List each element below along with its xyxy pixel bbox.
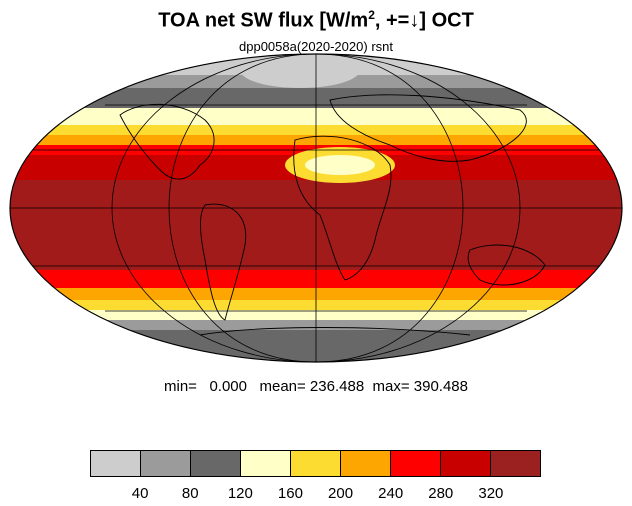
chart-title: TOA net SW flux [W/m2, +=↓] OCT [158, 8, 474, 32]
coastlines [119, 94, 546, 336]
chart-subtitle: dpp0058a(2020-2020) rsnt [239, 39, 393, 54]
colorbar-swatch [340, 450, 391, 477]
colorbar-tick-label: 200 [328, 485, 354, 502]
colorbar-swatch [90, 450, 141, 477]
colorbar-tick-label: 80 [181, 485, 199, 502]
colorbar-tick-label: 160 [277, 485, 303, 502]
colorbar [90, 450, 541, 477]
colorbar-swatch [190, 450, 241, 477]
colorbar-labels: 40 80 120 160 200 240 280 320 [0, 485, 632, 505]
colorbar-tick-label: 280 [428, 485, 454, 502]
colorbar-swatch [490, 450, 541, 477]
colorbar-swatch [140, 450, 191, 477]
map-border [9, 53, 623, 363]
colorbar-tick-label: 240 [378, 485, 404, 502]
colorbar-swatch [390, 450, 441, 477]
colorbar-tick-label: 40 [131, 485, 149, 502]
colorbar-tick-label: 320 [478, 485, 504, 502]
colorbar-swatch [440, 450, 491, 477]
colorbar-swatch [240, 450, 291, 477]
statistics-line: min= 0.000 mean= 236.488 max= 390.488 [164, 378, 468, 395]
colorbar-swatch [290, 450, 341, 477]
colorbar-tick-label: 120 [227, 485, 253, 502]
